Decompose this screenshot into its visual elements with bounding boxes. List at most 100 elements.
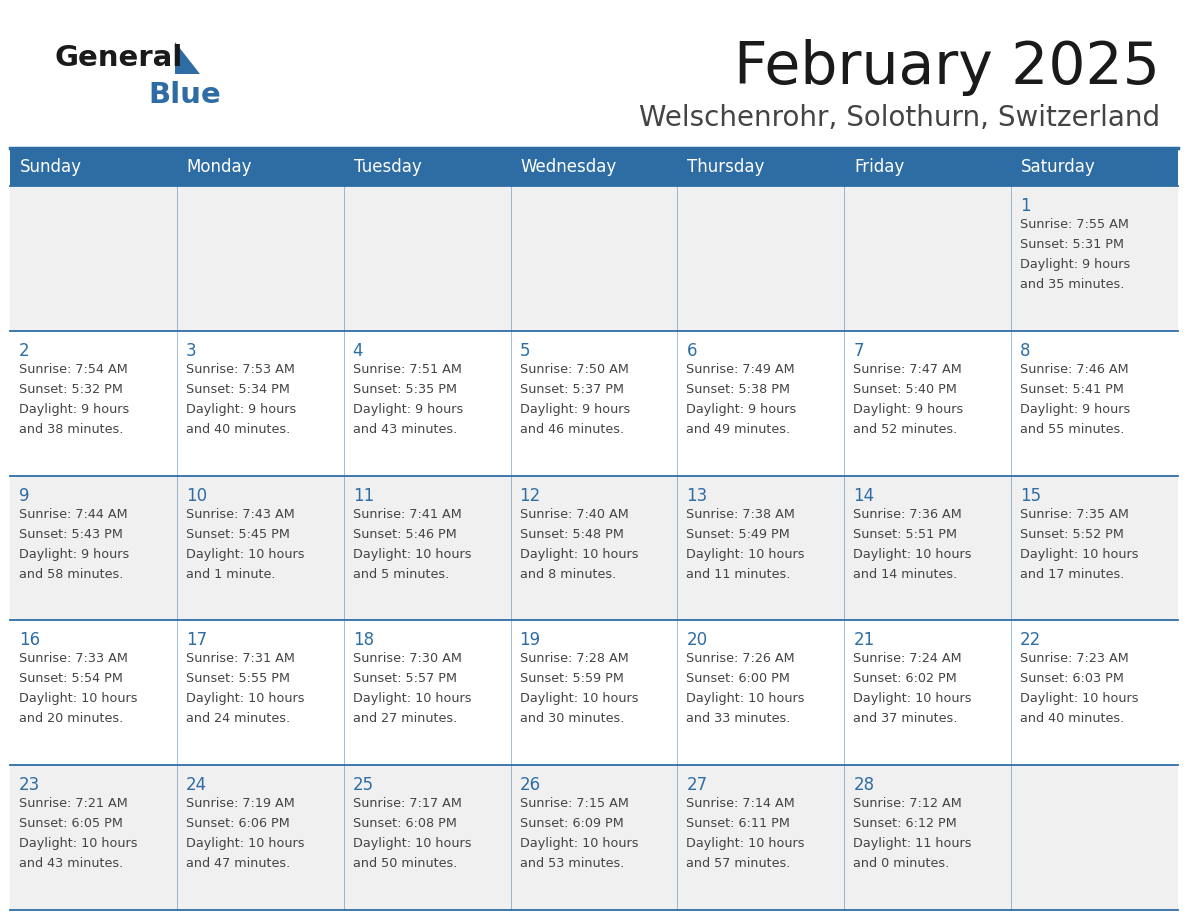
Text: Sunset: 6:12 PM: Sunset: 6:12 PM — [853, 817, 958, 830]
Bar — [10, 148, 1178, 186]
Text: 15: 15 — [1020, 487, 1041, 505]
Text: Daylight: 10 hours: Daylight: 10 hours — [185, 548, 304, 561]
Text: 22: 22 — [1020, 632, 1042, 649]
Text: 7: 7 — [853, 341, 864, 360]
Text: Daylight: 10 hours: Daylight: 10 hours — [185, 692, 304, 705]
Text: Daylight: 10 hours: Daylight: 10 hours — [353, 837, 472, 850]
Text: Sunset: 5:46 PM: Sunset: 5:46 PM — [353, 528, 456, 541]
Polygon shape — [175, 42, 200, 74]
Text: and 55 minutes.: and 55 minutes. — [1020, 423, 1125, 436]
Text: 10: 10 — [185, 487, 207, 505]
Text: 14: 14 — [853, 487, 874, 505]
Text: and 38 minutes.: and 38 minutes. — [19, 423, 124, 436]
Text: and 11 minutes.: and 11 minutes. — [687, 567, 791, 580]
Text: Sunrise: 7:53 AM: Sunrise: 7:53 AM — [185, 363, 295, 375]
Text: Sunset: 5:43 PM: Sunset: 5:43 PM — [19, 528, 122, 541]
Text: and 57 minutes.: and 57 minutes. — [687, 857, 791, 870]
Text: Daylight: 10 hours: Daylight: 10 hours — [687, 548, 805, 561]
Text: Sunset: 5:31 PM: Sunset: 5:31 PM — [1020, 238, 1124, 251]
Text: Daylight: 10 hours: Daylight: 10 hours — [687, 692, 805, 705]
Text: and 49 minutes.: and 49 minutes. — [687, 423, 790, 436]
Text: and 40 minutes.: and 40 minutes. — [1020, 712, 1124, 725]
Text: 1: 1 — [1020, 197, 1031, 215]
Text: 28: 28 — [853, 777, 874, 794]
Text: 19: 19 — [519, 632, 541, 649]
Text: Sunset: 6:02 PM: Sunset: 6:02 PM — [853, 672, 958, 686]
Text: Sunset: 6:11 PM: Sunset: 6:11 PM — [687, 817, 790, 830]
Text: and 5 minutes.: and 5 minutes. — [353, 567, 449, 580]
Text: Daylight: 10 hours: Daylight: 10 hours — [519, 692, 638, 705]
Text: Sunset: 6:06 PM: Sunset: 6:06 PM — [185, 817, 290, 830]
Text: Sunset: 5:49 PM: Sunset: 5:49 PM — [687, 528, 790, 541]
Text: Sunrise: 7:12 AM: Sunrise: 7:12 AM — [853, 797, 962, 811]
Text: Daylight: 9 hours: Daylight: 9 hours — [19, 403, 129, 416]
Text: 6: 6 — [687, 341, 697, 360]
Text: 17: 17 — [185, 632, 207, 649]
Text: Daylight: 10 hours: Daylight: 10 hours — [853, 692, 972, 705]
Text: Sunrise: 7:44 AM: Sunrise: 7:44 AM — [19, 508, 127, 521]
Bar — [10, 330, 1178, 476]
Text: 24: 24 — [185, 777, 207, 794]
Text: Daylight: 11 hours: Daylight: 11 hours — [853, 837, 972, 850]
Text: and 50 minutes.: and 50 minutes. — [353, 857, 457, 870]
Text: Sunrise: 7:46 AM: Sunrise: 7:46 AM — [1020, 363, 1129, 375]
Text: Sunrise: 7:15 AM: Sunrise: 7:15 AM — [519, 797, 628, 811]
Text: 20: 20 — [687, 632, 708, 649]
Text: Saturday: Saturday — [1022, 158, 1095, 176]
Text: and 35 minutes.: and 35 minutes. — [1020, 278, 1125, 291]
Text: Sunrise: 7:21 AM: Sunrise: 7:21 AM — [19, 797, 128, 811]
Text: Sunrise: 7:40 AM: Sunrise: 7:40 AM — [519, 508, 628, 521]
Text: Sunset: 5:45 PM: Sunset: 5:45 PM — [185, 528, 290, 541]
Text: and 17 minutes.: and 17 minutes. — [1020, 567, 1125, 580]
Text: and 33 minutes.: and 33 minutes. — [687, 712, 791, 725]
Text: Daylight: 10 hours: Daylight: 10 hours — [185, 837, 304, 850]
Text: General: General — [55, 44, 183, 72]
Text: 16: 16 — [19, 632, 40, 649]
Text: and 52 minutes.: and 52 minutes. — [853, 423, 958, 436]
Text: Sunset: 5:59 PM: Sunset: 5:59 PM — [519, 672, 624, 686]
Text: Sunrise: 7:23 AM: Sunrise: 7:23 AM — [1020, 653, 1129, 666]
Text: Sunrise: 7:38 AM: Sunrise: 7:38 AM — [687, 508, 795, 521]
Text: Sunset: 6:08 PM: Sunset: 6:08 PM — [353, 817, 456, 830]
Text: Daylight: 10 hours: Daylight: 10 hours — [353, 692, 472, 705]
Text: and 27 minutes.: and 27 minutes. — [353, 712, 457, 725]
Text: Sunrise: 7:33 AM: Sunrise: 7:33 AM — [19, 653, 128, 666]
Text: 4: 4 — [353, 341, 364, 360]
Text: Sunrise: 7:14 AM: Sunrise: 7:14 AM — [687, 797, 795, 811]
Text: Sunset: 5:54 PM: Sunset: 5:54 PM — [19, 672, 122, 686]
Text: Sunset: 6:05 PM: Sunset: 6:05 PM — [19, 817, 122, 830]
Text: Friday: Friday — [854, 158, 904, 176]
Text: Daylight: 9 hours: Daylight: 9 hours — [1020, 403, 1131, 416]
Text: Monday: Monday — [187, 158, 252, 176]
Text: 25: 25 — [353, 777, 374, 794]
Text: Sunrise: 7:31 AM: Sunrise: 7:31 AM — [185, 653, 295, 666]
Text: Sunrise: 7:30 AM: Sunrise: 7:30 AM — [353, 653, 462, 666]
Text: Sunset: 5:57 PM: Sunset: 5:57 PM — [353, 672, 456, 686]
Text: 18: 18 — [353, 632, 374, 649]
Text: Sunrise: 7:24 AM: Sunrise: 7:24 AM — [853, 653, 962, 666]
Text: and 24 minutes.: and 24 minutes. — [185, 712, 290, 725]
Text: Sunset: 5:41 PM: Sunset: 5:41 PM — [1020, 383, 1124, 396]
Text: 13: 13 — [687, 487, 708, 505]
Text: and 58 minutes.: and 58 minutes. — [19, 567, 124, 580]
Text: Daylight: 10 hours: Daylight: 10 hours — [687, 837, 805, 850]
Text: 26: 26 — [519, 777, 541, 794]
Text: Sunset: 6:03 PM: Sunset: 6:03 PM — [1020, 672, 1124, 686]
Text: Sunrise: 7:17 AM: Sunrise: 7:17 AM — [353, 797, 462, 811]
Text: Blue: Blue — [148, 81, 221, 109]
Text: Sunset: 5:38 PM: Sunset: 5:38 PM — [687, 383, 790, 396]
Text: Sunset: 5:35 PM: Sunset: 5:35 PM — [353, 383, 456, 396]
Bar — [10, 621, 1178, 766]
Text: Daylight: 10 hours: Daylight: 10 hours — [519, 837, 638, 850]
Text: Sunrise: 7:55 AM: Sunrise: 7:55 AM — [1020, 218, 1129, 231]
Bar — [10, 186, 1178, 330]
Text: 2: 2 — [19, 341, 30, 360]
Text: Sunset: 5:51 PM: Sunset: 5:51 PM — [853, 528, 958, 541]
Text: Thursday: Thursday — [688, 158, 765, 176]
Text: Daylight: 9 hours: Daylight: 9 hours — [687, 403, 797, 416]
Text: Wednesday: Wednesday — [520, 158, 617, 176]
Text: Daylight: 10 hours: Daylight: 10 hours — [853, 548, 972, 561]
Text: Daylight: 10 hours: Daylight: 10 hours — [519, 548, 638, 561]
Text: Daylight: 9 hours: Daylight: 9 hours — [1020, 258, 1131, 271]
Text: and 43 minutes.: and 43 minutes. — [19, 857, 124, 870]
